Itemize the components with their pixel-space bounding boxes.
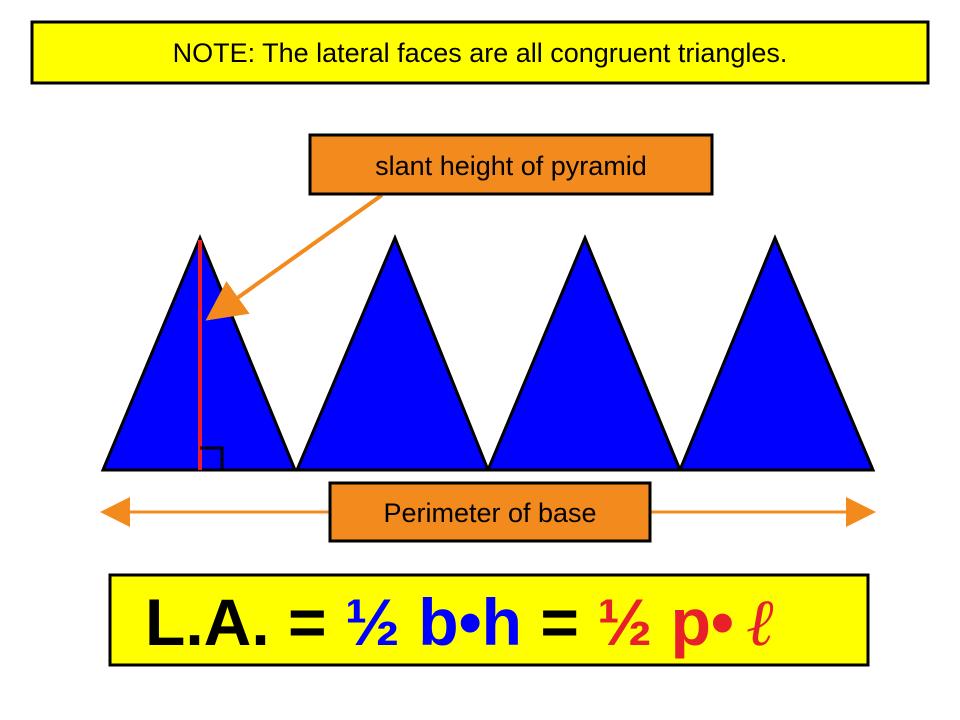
formula-half-p: ½ p• [597, 585, 734, 659]
triangle [485, 234, 683, 472]
note-text: NOTE: The lateral faces are all congruen… [173, 38, 788, 68]
pointer-arrow [205, 193, 384, 321]
formula-box [108, 573, 870, 667]
triangle [294, 234, 491, 472]
formula: L.A. = ½ b•h = ½ p• ℓ [145, 585, 774, 660]
perimeter-box [328, 481, 652, 543]
slant-label-box [308, 133, 714, 196]
formula-slant: ℓ [746, 587, 774, 660]
triangle [677, 234, 876, 472]
right-angle [200, 446, 224, 470]
perimeter-label: Perimeter of base [383, 498, 596, 528]
slant-label: slant height of pyramid [375, 151, 647, 181]
formula-area: ½ b•h [345, 585, 522, 659]
formula-lhs: L.A. = [145, 585, 345, 659]
lateral-faces [100, 234, 876, 472]
note-box [30, 20, 930, 85]
formula-equals: = [522, 585, 597, 659]
